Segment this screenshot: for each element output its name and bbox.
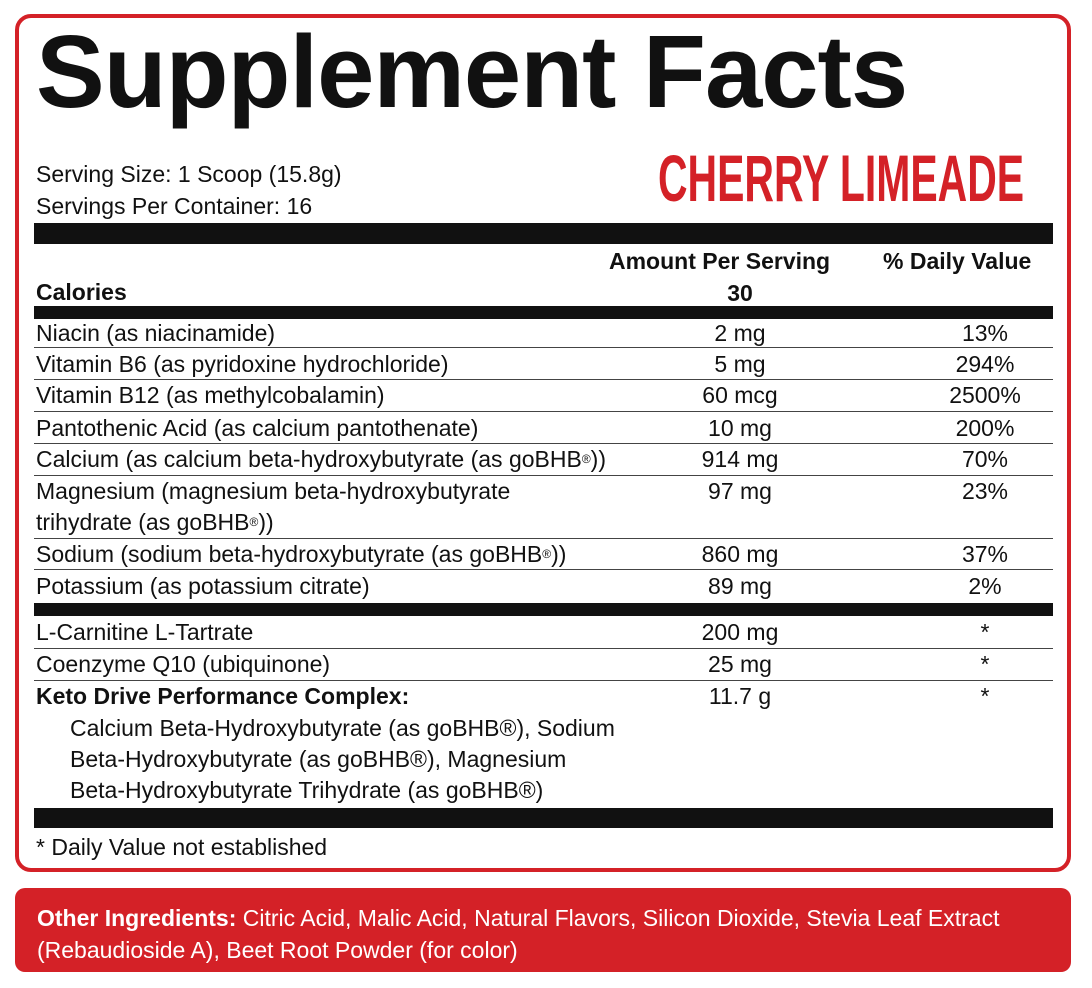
- nutrient-daily-value: 200%: [955, 415, 1015, 441]
- row-divider: [34, 443, 1053, 444]
- amount-per-serving-header: Amount Per Serving: [609, 248, 831, 274]
- nutrient-daily-value: 37%: [961, 541, 1009, 567]
- nutrient-amount: 5 mg: [714, 351, 766, 377]
- nutrient-name: Niacin (as niacinamide): [36, 320, 276, 346]
- ingredient-daily-value: *: [980, 651, 990, 677]
- nutrient-daily-value: 2%: [968, 573, 1002, 599]
- calories-label: Calories: [36, 279, 127, 305]
- ingredient-amount: 25 mg: [708, 651, 772, 677]
- complex-ingredients-line: Beta-Hydroxybutyrate Trihydrate (as goBH…: [70, 777, 544, 803]
- complex-amount: 11.7 g: [708, 683, 772, 709]
- nutrient-name: Vitamin B12 (as methylcobalamin): [36, 382, 385, 408]
- nutrient-daily-value: 2500%: [949, 382, 1021, 408]
- ingredient-amount: 200 mg: [701, 619, 779, 645]
- servings-per-container: Servings Per Container: 16: [36, 193, 313, 219]
- row-divider: [34, 379, 1053, 380]
- other-ingredients-label: Other Ingredients:: [37, 905, 237, 931]
- row-divider: [34, 648, 1053, 649]
- row-divider: [34, 538, 1053, 539]
- thick-divider: [34, 808, 1053, 828]
- nutrient-daily-value: 23%: [961, 478, 1009, 504]
- ingredient-name: Coenzyme Q10 (ubiquinone): [36, 651, 331, 677]
- nutrient-name-continued: trihydrate (as goBHB®)): [36, 509, 274, 535]
- footnote: * Daily Value not established: [36, 834, 328, 860]
- nutrient-name: Calcium (as calcium beta-hydroxybutyrate…: [36, 446, 606, 472]
- nutrient-daily-value: 294%: [955, 351, 1015, 377]
- calories-value: 30: [727, 280, 753, 306]
- nutrient-daily-value: 70%: [961, 446, 1009, 472]
- other-ingredients-text: Citric Acid, Malic Acid, Natural Flavors…: [37, 905, 1000, 963]
- nutrient-amount: 10 mg: [708, 415, 772, 441]
- complex-daily-value: *: [980, 683, 990, 709]
- ingredient-name: L-Carnitine L-Tartrate: [36, 619, 254, 645]
- daily-value-header: % Daily Value: [883, 248, 1032, 274]
- other-ingredients-box: Other Ingredients: Citric Acid, Malic Ac…: [15, 888, 1071, 972]
- serving-size: Serving Size: 1 Scoop (15.8g): [36, 161, 342, 187]
- nutrient-amount: 914 mg: [701, 446, 779, 472]
- complex-ingredients-line: Calcium Beta-Hydroxybutyrate (as goBHB®)…: [70, 715, 615, 741]
- nutrient-amount: 89 mg: [708, 573, 772, 599]
- nutrient-name: Pantothenic Acid (as calcium pantothenat…: [36, 415, 479, 441]
- row-divider: [34, 569, 1053, 570]
- ingredient-daily-value: *: [980, 619, 990, 645]
- thick-divider: [34, 306, 1053, 319]
- nutrient-amount: 2 mg: [714, 320, 766, 346]
- row-divider: [34, 475, 1053, 476]
- page-title: Supplement Facts: [36, 14, 908, 129]
- complex-name: Keto Drive Performance Complex:: [36, 683, 410, 709]
- nutrient-amount: 860 mg: [701, 541, 779, 567]
- nutrient-name: Vitamin B6 (as pyridoxine hydrochloride): [36, 351, 449, 377]
- nutrient-name: Potassium (as potassium citrate): [36, 573, 370, 599]
- nutrient-daily-value: 13%: [961, 320, 1009, 346]
- complex-ingredients-line: Beta-Hydroxybutyrate (as goBHB®), Magnes…: [70, 746, 567, 772]
- row-divider: [34, 411, 1053, 412]
- nutrient-amount: 60 mcg: [702, 382, 778, 408]
- nutrient-name: Magnesium (magnesium beta-hydroxybutyrat…: [36, 478, 511, 504]
- flavor-name: CHERRY LIMEADE: [658, 141, 1025, 215]
- nutrient-name: Sodium (sodium beta-hydroxybutyrate (as …: [36, 541, 567, 567]
- nutrient-amount: 97 mg: [708, 478, 772, 504]
- row-divider: [34, 347, 1053, 348]
- thick-divider: [34, 223, 1053, 244]
- thick-divider: [34, 603, 1053, 616]
- row-divider: [34, 680, 1053, 681]
